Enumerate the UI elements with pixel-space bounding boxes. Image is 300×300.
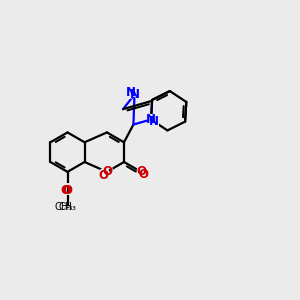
Text: O: O <box>136 165 146 178</box>
Text: O: O <box>101 164 113 179</box>
Text: CH₃: CH₃ <box>55 201 80 214</box>
Text: O: O <box>60 184 70 197</box>
Text: N: N <box>125 85 137 100</box>
Text: O: O <box>102 165 112 178</box>
Text: O: O <box>97 168 109 183</box>
Text: N: N <box>129 87 140 102</box>
Text: CH₃: CH₃ <box>54 202 72 212</box>
Text: N: N <box>126 86 136 99</box>
Text: N: N <box>146 113 156 126</box>
Text: O: O <box>59 183 72 198</box>
Text: O: O <box>135 164 147 179</box>
Text: N: N <box>147 114 160 129</box>
Text: CH₃: CH₃ <box>58 202 76 212</box>
Text: O: O <box>137 167 149 182</box>
Text: O: O <box>62 184 73 197</box>
Text: O: O <box>62 183 73 198</box>
Text: N: N <box>130 88 140 101</box>
Text: O: O <box>138 167 148 181</box>
Text: N: N <box>146 112 157 127</box>
Text: N: N <box>148 115 158 128</box>
Text: O: O <box>98 169 108 182</box>
